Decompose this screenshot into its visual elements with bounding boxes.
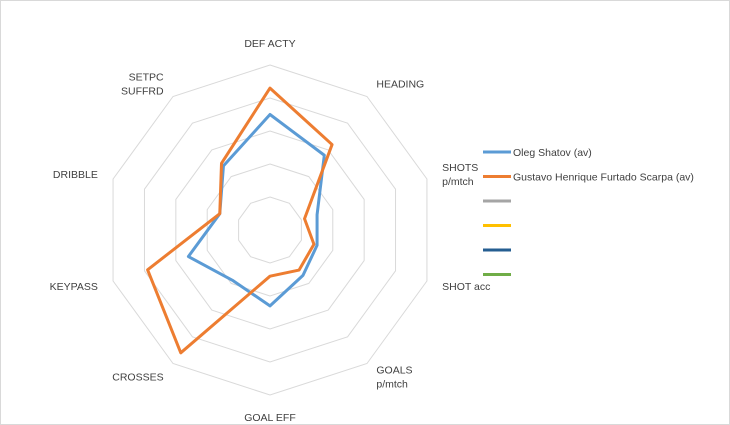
axis-label-line: DRIBBLE bbox=[53, 169, 98, 181]
axis-label-line: SETPC bbox=[129, 72, 164, 84]
axis-label-line: SHOTS bbox=[442, 162, 478, 174]
axis-label: CROSSES bbox=[112, 371, 163, 383]
axis-label: GOALS p/mtch bbox=[376, 364, 412, 390]
legend-label: Gustavo Henrique Furtado Scarpa (av) bbox=[513, 172, 694, 184]
axis-labels: DEF ACTY HEADING SHOTS p/mtch SHOT acc GOALS p… bbox=[50, 38, 491, 424]
legend[interactable]: Oleg Shatov (av) Gustavo Henrique Furtado… bbox=[483, 147, 694, 276]
grid-ring-4 bbox=[143, 97, 397, 363]
legend-item[interactable]: Oleg Shatov (av) bbox=[483, 147, 592, 159]
axis-label: SHOTS p/mtch bbox=[442, 162, 478, 188]
grid-ring-2 bbox=[206, 163, 334, 297]
axis-label-line: GOALS bbox=[376, 364, 412, 376]
radar-grid bbox=[112, 64, 428, 396]
axis-label-line: HEADING bbox=[376, 79, 424, 91]
axis-label-line: DEF ACTY bbox=[244, 38, 295, 50]
axis-label-line: GOAL EFF bbox=[244, 412, 296, 424]
axis-label-line: SUFFRD bbox=[121, 86, 164, 98]
axis-label: SETPC SUFFRD bbox=[121, 72, 164, 98]
legend-item[interactable]: Gustavo Henrique Furtado Scarpa (av) bbox=[483, 172, 694, 184]
grid-ring-3 bbox=[175, 130, 365, 330]
grid-ring-5 bbox=[112, 64, 428, 396]
series-group bbox=[146, 86, 334, 355]
axis-label-line: CROSSES bbox=[112, 371, 163, 383]
axis-label: DEF ACTY bbox=[244, 38, 295, 50]
series-line-1 bbox=[186, 113, 326, 308]
axis-label: HEADING bbox=[376, 79, 424, 91]
axis-label: DRIBBLE bbox=[53, 169, 98, 181]
axis-label: GOAL EFF bbox=[244, 412, 296, 424]
axis-label-line: p/mtch bbox=[376, 378, 408, 390]
axis-label: SHOT acc bbox=[442, 281, 490, 293]
axis-label-line: KEYPASS bbox=[50, 281, 98, 293]
grid-ring-1 bbox=[238, 196, 302, 264]
legend-label: Oleg Shatov (av) bbox=[513, 147, 592, 159]
series-line-2 bbox=[146, 86, 334, 355]
axis-label: KEYPASS bbox=[50, 281, 98, 293]
axis-label-line: p/mtch bbox=[442, 176, 474, 188]
axis-label-line: SHOT acc bbox=[442, 281, 490, 293]
